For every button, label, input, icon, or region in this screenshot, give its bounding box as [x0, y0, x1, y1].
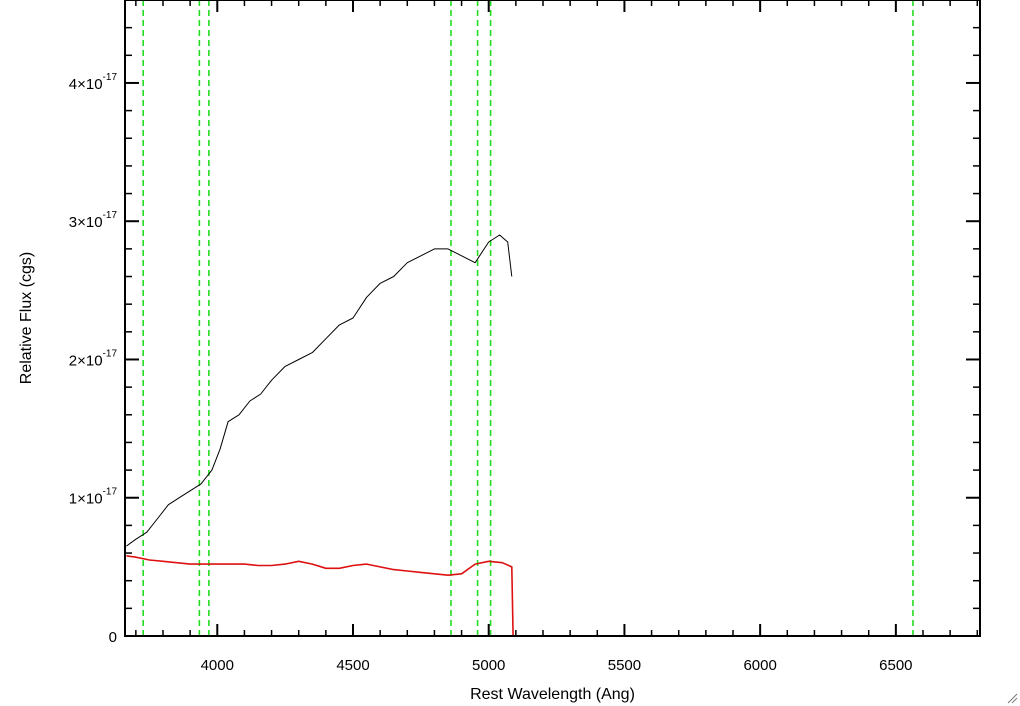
plot-frame — [124, 0, 981, 637]
y-axis-title: Relative Flux (cgs) — [18, 252, 35, 384]
x-tick-label: 4000 — [201, 657, 234, 674]
x-tick-label: 5000 — [472, 657, 505, 674]
y-axis: 0 1×10-17 2×10-17 3×10-17 4×10-17 — [69, 26, 980, 646]
series-layer — [126, 234, 980, 637]
x-tick-label: 6000 — [743, 657, 776, 674]
plot-area — [126, 0, 980, 637]
y-tick-label: 4×10-17 — [69, 72, 118, 93]
x-tick-label: 4500 — [336, 657, 369, 674]
x-axis-title: Rest Wavelength (Ang) — [470, 686, 635, 703]
x-tick-label: 6500 — [879, 657, 912, 674]
x-tick-label: 5500 — [608, 657, 641, 674]
y-tick-label: 3×10-17 — [69, 210, 118, 231]
line-markers — [142, 0, 914, 636]
x-axis: 4000 4500 5000 5500 6000 6500 — [135, 0, 979, 674]
spectrum-series-1 — [126, 234, 513, 547]
resize-grip-icon[interactable] — [1006, 692, 1018, 704]
spectrum-series-2 — [126, 555, 980, 637]
y-tick-label: 0 — [109, 629, 117, 646]
y-tick-label: 2×10-17 — [69, 348, 118, 369]
y-tick-label: 1×10-17 — [69, 487, 118, 508]
